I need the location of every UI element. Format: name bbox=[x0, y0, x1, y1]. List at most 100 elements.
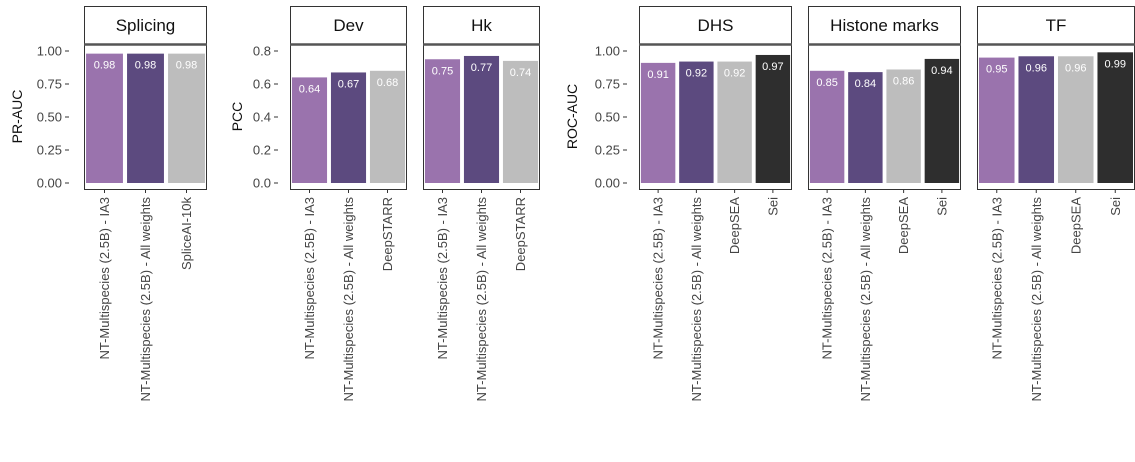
bar-value-label: 0.85 bbox=[816, 77, 837, 89]
bar bbox=[924, 58, 960, 183]
facet-panel-dev: Dev 0.64 NT-Multispecies (2.5B) - IA3 0.67 N… bbox=[290, 6, 407, 402]
facet-title: Splicing bbox=[116, 16, 176, 35]
bar bbox=[679, 61, 714, 184]
x-tick-label: DeepSEA bbox=[1068, 197, 1083, 254]
facet-strip bbox=[977, 6, 1135, 45]
bar-value-label: 0.74 bbox=[510, 67, 531, 79]
facet-title: Histone marks bbox=[830, 16, 939, 35]
chart-group-2: ROC-AUC 0.00 0.25 0.50 0.75 1.00 DHS 0.91 NT-Mul… bbox=[564, 6, 1135, 402]
y-tick-label: 0.50 bbox=[595, 110, 620, 125]
y-tick-label: 0.25 bbox=[595, 143, 620, 158]
y-axis-label: PCC bbox=[229, 102, 245, 132]
y-tick-label: 0.4 bbox=[253, 110, 271, 125]
bar-value-label: 0.94 bbox=[931, 65, 952, 77]
y-tick-label: 0.25 bbox=[37, 143, 62, 158]
x-tick-label: NT-Multispecies (2.5B) - IA3 bbox=[302, 197, 317, 360]
bar-value-label: 0.84 bbox=[855, 78, 876, 90]
facet-title: TF bbox=[1046, 16, 1067, 35]
bar bbox=[127, 53, 164, 183]
facet-strip bbox=[639, 6, 792, 45]
bar-value-label: 0.77 bbox=[471, 62, 492, 74]
bar-value-label: 0.98 bbox=[135, 60, 156, 72]
y-tick-label: 0.2 bbox=[253, 143, 271, 158]
bar-value-label: 0.98 bbox=[94, 60, 115, 72]
bar-value-label: 0.95 bbox=[986, 64, 1007, 76]
bar-value-label: 0.97 bbox=[762, 61, 783, 73]
y-axis-label: ROC-AUC bbox=[564, 84, 580, 149]
facet-panel-tf: TF 0.95 NT-Multispecies (2.5B) - IA3 0.96 NT… bbox=[977, 6, 1135, 402]
y-tick-label: 0.6 bbox=[253, 77, 271, 92]
x-tick-label: SpliceAI-10k bbox=[179, 197, 194, 270]
bar bbox=[86, 53, 123, 183]
bar bbox=[848, 72, 883, 183]
bar-value-label: 0.96 bbox=[1065, 62, 1086, 74]
facet-strip bbox=[290, 6, 407, 45]
bar bbox=[886, 69, 921, 183]
x-tick-label: NT-Multispecies (2.5B) - IA3 bbox=[820, 197, 835, 360]
bar-value-label: 0.92 bbox=[686, 68, 707, 80]
bar bbox=[424, 59, 461, 183]
x-tick-label: NT-Multispecies (2.5B) - All weights bbox=[474, 197, 489, 402]
bar bbox=[463, 55, 500, 184]
x-tick-label: NT-Multispecies (2.5B) - All weights bbox=[341, 197, 356, 402]
facet-panel-histone-marks: Histone marks 0.85 NT-Multispecies (2.5B) … bbox=[808, 6, 961, 402]
y-tick-label: 0.00 bbox=[595, 176, 620, 191]
x-tick-label: DeepSTARR bbox=[380, 197, 395, 271]
bar bbox=[291, 77, 328, 183]
bar bbox=[717, 61, 752, 184]
bar bbox=[502, 60, 539, 183]
bar-value-label: 0.92 bbox=[724, 68, 745, 80]
bar bbox=[755, 54, 791, 184]
facet-title: Hk bbox=[471, 16, 492, 35]
bar-value-label: 0.67 bbox=[338, 78, 359, 90]
bar-value-label: 0.68 bbox=[377, 77, 398, 89]
y-tick-label: 1.00 bbox=[37, 44, 62, 59]
facet-panel-splicing: Splicing 0.98 NT-Multispecies (2.5B) - IA3… bbox=[84, 6, 207, 402]
bar bbox=[978, 57, 1015, 183]
bar bbox=[1018, 56, 1055, 183]
facet-title: DHS bbox=[698, 16, 734, 35]
x-tick-label: DeepSEA bbox=[896, 197, 911, 254]
facet-title: Dev bbox=[333, 16, 364, 35]
y-tick-label: 1.00 bbox=[595, 44, 620, 59]
facet-panel-dhs: DHS 0.91 NT-Multispecies (2.5B) - IA3 0.92 N… bbox=[639, 6, 792, 402]
bar-value-label: 0.98 bbox=[176, 60, 197, 72]
x-tick-label: DeepSTARR bbox=[513, 197, 528, 271]
x-tick-label: NT-Multispecies (2.5B) - All weights bbox=[138, 197, 153, 402]
x-tick-label: NT-Multispecies (2.5B) - IA3 bbox=[97, 197, 112, 360]
x-tick-label: NT-Multispecies (2.5B) - IA3 bbox=[435, 197, 450, 360]
chart-group-1: PCC 0.0 0.2 0.4 0.6 0.8 Dev 0.64 NT-Multispecies… bbox=[229, 6, 540, 402]
bar-value-label: 0.99 bbox=[1105, 58, 1126, 70]
x-tick-label: NT-Multispecies (2.5B) - All weights bbox=[1029, 197, 1044, 402]
bar-value-label: 0.64 bbox=[299, 83, 320, 95]
y-tick-label: 0.75 bbox=[37, 77, 62, 92]
x-tick-label: NT-Multispecies (2.5B) - All weights bbox=[689, 197, 704, 402]
bar-value-label: 0.96 bbox=[1026, 62, 1047, 74]
y-tick-label: 0.0 bbox=[253, 176, 271, 191]
bar bbox=[640, 62, 676, 183]
facet-panel-hk: Hk 0.75 NT-Multispecies (2.5B) - IA3 0.77 NT… bbox=[423, 6, 540, 402]
x-tick-label: Sei bbox=[765, 197, 780, 216]
y-tick-label: 0.75 bbox=[595, 77, 620, 92]
x-tick-label: NT-Multispecies (2.5B) - IA3 bbox=[651, 197, 666, 360]
x-tick-label: DeepSEA bbox=[727, 197, 742, 254]
facet-strip bbox=[423, 6, 540, 45]
bar-value-label: 0.86 bbox=[893, 75, 914, 87]
y-tick-label: 0.50 bbox=[37, 110, 62, 125]
x-tick-label: NT-Multispecies (2.5B) - All weights bbox=[858, 197, 873, 402]
bar-value-label: 0.75 bbox=[432, 65, 453, 77]
bar bbox=[809, 70, 845, 183]
x-tick-label: Sei bbox=[1108, 197, 1123, 216]
y-tick-label: 0.00 bbox=[37, 176, 62, 191]
bar bbox=[369, 70, 406, 183]
facet-strip bbox=[808, 6, 961, 45]
bar bbox=[330, 72, 367, 183]
y-axis-label: PR-AUC bbox=[9, 90, 25, 144]
bar bbox=[168, 53, 205, 183]
bar bbox=[1097, 52, 1134, 183]
y-tick-label: 0.8 bbox=[253, 44, 271, 59]
x-tick-label: Sei bbox=[934, 197, 949, 216]
bar bbox=[1057, 56, 1094, 183]
chart-group-0: PR-AUC 0.00 0.25 0.50 0.75 1.00 Splicing 0.98 NT… bbox=[9, 6, 207, 402]
